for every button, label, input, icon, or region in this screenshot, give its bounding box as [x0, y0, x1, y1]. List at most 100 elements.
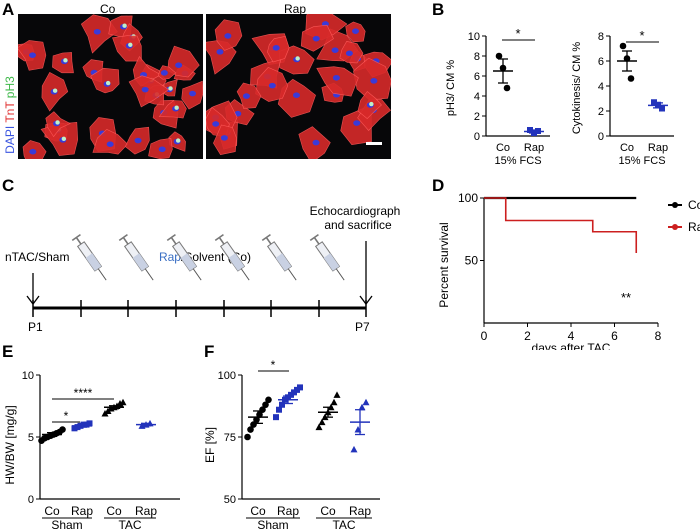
e-ytick-label: 0 [28, 494, 34, 506]
b-left-ytick-label: 8 [474, 51, 480, 63]
f-xtick-2: Rap [277, 504, 299, 518]
f-sham-co-point [265, 396, 272, 404]
panel-b-charts: pH3/ CM % 0 2 4 6 8 10 * Co Rap 15% FCS Cytok… [445, 26, 674, 164]
rap-nucleus [353, 120, 361, 126]
syringe-plunger-head [166, 233, 176, 242]
co-nucleus [141, 86, 149, 93]
e-xtick-3: Co [106, 504, 122, 518]
b-left-sig-star: * [515, 26, 520, 41]
syringe-plunger [170, 237, 177, 245]
f-sham-co-point [244, 433, 251, 441]
f-sig: * [271, 358, 276, 372]
f-group-sham: Sham [257, 518, 288, 530]
co-nucleus [93, 28, 101, 35]
b-right-xtick-co: Co [620, 142, 634, 154]
syringe-icon [118, 233, 154, 281]
d-xtick-label: 2 [524, 329, 531, 343]
e-group-sham: Sham [51, 518, 82, 530]
d-ytick-label: 50 [465, 254, 479, 268]
e-tac-co-point [119, 398, 127, 406]
b-right-ytick-label: 6 [598, 56, 604, 68]
micrograph-co-title: Co [100, 2, 116, 16]
e-xtick-1: Co [44, 504, 60, 518]
rap-nucleus [224, 33, 232, 39]
co-nucleus [158, 146, 166, 153]
b-right-footer: 15% FCS [618, 155, 665, 164]
rap-nucleus [216, 49, 224, 55]
d-xtick-label: 6 [611, 329, 618, 343]
b-right-sig-star: * [639, 28, 644, 43]
co-ph3-dot [63, 58, 68, 63]
f-tac-rap-point [350, 445, 358, 453]
rap-ph3-dot [369, 101, 374, 107]
syringe-icon [166, 233, 202, 281]
d-series-rap-line [484, 197, 638, 253]
rap-nucleus [272, 45, 280, 51]
co-nucleus [134, 137, 142, 144]
b-left-ylabel: pH3/ CM % [445, 60, 457, 116]
e-sig-1: **** [74, 386, 93, 400]
syringe-plunger [218, 237, 225, 245]
co-nucleus [175, 62, 183, 68]
co-nucleus [29, 52, 37, 58]
b-right-co-point [627, 75, 635, 82]
syringe-fluid [275, 253, 292, 271]
syringe-fluid [228, 253, 245, 271]
rap-nucleus [345, 50, 353, 57]
b-right-ytick-label: 2 [598, 106, 604, 118]
tnt-label: TnT [3, 101, 17, 123]
b-left-ytick-label: 0 [474, 131, 480, 143]
rap-nucleus [268, 82, 276, 89]
e-sham-co-point [59, 426, 66, 433]
syringe-plunger [75, 237, 82, 245]
syringe-needle [335, 268, 345, 281]
syringe-plunger-head [261, 233, 271, 242]
f-xtick-3: Co [320, 504, 336, 518]
e-sig-2: * [64, 409, 69, 423]
d-ytick-label: 100 [458, 191, 478, 205]
e-ytick-label: 5 [28, 432, 34, 444]
syringe-plunger-head [309, 233, 319, 242]
co-nucleus [160, 70, 168, 76]
d-legend-co-marker [672, 202, 678, 208]
co-ph3-dot [175, 138, 181, 143]
syringe-plunger-head [118, 233, 128, 242]
ph3-label: pH3 [3, 76, 17, 99]
b-left-co-point [495, 52, 503, 60]
b-left-ytick-label: 10 [468, 31, 480, 43]
f-tac-co-point [315, 423, 323, 431]
syringe-plunger [265, 237, 272, 245]
b-left-ytick-label: 6 [474, 71, 480, 83]
co-ph3-dot [52, 88, 58, 93]
rap-nucleus [212, 121, 220, 127]
co-ph3-dot [61, 136, 67, 142]
panel-d-chart: Percent survival 0 2 4 6 8 50 100 ** days afte… [437, 191, 700, 350]
b-left-xtick-co: Co [496, 142, 510, 154]
rap-cell [316, 66, 359, 97]
syringe-fluid [323, 253, 340, 271]
co-cell [90, 67, 120, 94]
e-ytick-label: 10 [22, 370, 34, 382]
rap-nucleus [332, 74, 340, 81]
f-group-tac: TAC [332, 518, 355, 530]
chart-b-left: pH3/ CM % 0 2 4 6 8 10 * Co Rap 15% FCS [445, 26, 550, 164]
f-xtick-4: Rap [349, 504, 371, 518]
e-sham-rap-point [86, 420, 93, 427]
syringe-icon [309, 233, 345, 281]
rap-nucleus [331, 47, 339, 54]
f-ytick-label: 50 [224, 494, 236, 506]
d-xtick-label: 8 [655, 329, 662, 343]
co-nucleus [106, 141, 114, 147]
panel-b-letter: B [432, 0, 445, 19]
f-ylabel: EF [%] [203, 427, 217, 463]
rap-nucleus [352, 28, 360, 34]
f-sham-rap-point [279, 401, 285, 408]
chart-b-right: Cytokinesis/ CM % 0 2 4 6 8 * Co Rap 15% FCS [571, 28, 674, 164]
syringe-needle [192, 268, 202, 281]
b-right-ytick-label: 0 [598, 131, 604, 143]
co-cell [112, 35, 142, 62]
rap-nucleus [292, 92, 300, 99]
co-ph3-dot [128, 42, 133, 47]
c-end-label-2: and sacrifice [324, 218, 392, 232]
d-xlabel: days after TAC [532, 341, 611, 350]
